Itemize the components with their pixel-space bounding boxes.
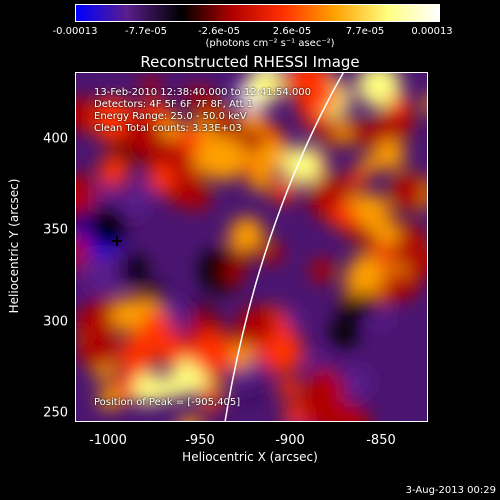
emission-blob [281, 145, 322, 185]
emission-blob [344, 259, 387, 302]
y-tick-label: 300 [43, 314, 68, 330]
plot-title: Reconstructed RHESSI Image [140, 53, 360, 71]
solar-limb-line [224, 73, 345, 421]
colorbar-units: (photons cm⁻² s⁻¹ asec⁻²) [205, 38, 335, 49]
x-axis-title: Heliocentric X (arcsec) [182, 450, 318, 464]
emission-blob [390, 94, 411, 115]
x-tick-label: -950 [185, 433, 215, 448]
y-tick-label: 250 [43, 405, 68, 421]
x-tick-label: -850 [366, 433, 396, 448]
emission-blob [261, 331, 304, 374]
emission-blob [356, 73, 401, 108]
emission-blob [372, 244, 392, 264]
clean-counts-text: Clean Total counts: 3.33E+03 [94, 123, 242, 134]
y-tick-label: 350 [43, 222, 68, 238]
image-canvas [76, 73, 427, 421]
y-tick-label: 400 [43, 131, 68, 147]
emission-blob [329, 202, 357, 231]
emission-blob [122, 114, 163, 156]
emission-blob [76, 97, 97, 132]
emission-blob [306, 351, 325, 371]
colorbar-tick-label: -0.00013 [52, 26, 98, 37]
colorbar-tick-label: -7.7e-05 [125, 26, 167, 37]
emission-blob [424, 96, 427, 111]
emission-blob [379, 276, 402, 298]
x-tick-label: -900 [275, 433, 305, 448]
peak-position-text: Position of Peak = [-905,405] [94, 397, 241, 408]
emission-blob [177, 127, 203, 153]
emission-blob [110, 297, 146, 332]
emission-blob [190, 310, 208, 328]
emission-blob [259, 241, 283, 265]
emission-blob [141, 75, 160, 95]
emission-blob [239, 127, 265, 153]
emission-blob [201, 135, 246, 181]
emission-blob [132, 371, 166, 405]
emission-blob [147, 163, 176, 192]
emission-blob [300, 396, 338, 421]
emission-blob [374, 220, 401, 246]
x-tick-label: -1000 [89, 433, 127, 448]
emission-blob [347, 222, 368, 243]
emission-blob [96, 120, 116, 140]
emission-blob [185, 85, 206, 106]
emission-blob [118, 254, 148, 284]
emission-blob [278, 377, 301, 400]
emission-blob [98, 386, 122, 410]
emission-blob [229, 217, 265, 252]
colorbar-tick-label: 0.00013 [411, 26, 453, 37]
emission-blob [282, 404, 305, 421]
energy-range-text: Energy Range: 25.0 - 50.0 keV [94, 111, 247, 122]
colorbar-tick-label: -2.6e-05 [198, 26, 240, 37]
emission-blobs [76, 73, 427, 421]
emission-blob [98, 155, 129, 187]
time-range-text: 13-Feb-2010 12:38:40.000 to 12:41:54.000 [94, 87, 312, 98]
emission-blob [374, 139, 406, 171]
emission-blob [329, 318, 359, 348]
emission-blob [389, 172, 427, 211]
peak-marker [112, 236, 122, 246]
emission-blob [80, 248, 125, 293]
emission-blob [347, 121, 372, 145]
emission-blob [347, 169, 367, 189]
emission-blob [370, 308, 392, 330]
emission-blob [310, 258, 335, 283]
emission-blob [76, 174, 97, 214]
emission-blob [76, 303, 117, 345]
emission-blob [168, 177, 198, 208]
emission-blob [247, 73, 284, 103]
rhessi-image [75, 72, 428, 422]
emission-blob [310, 370, 345, 405]
emission-blob [191, 331, 234, 375]
detectors-text: Detectors: 4F 5F 6F 7F 8F, Att 1 [94, 99, 254, 110]
emission-blob [202, 396, 220, 414]
emission-blob [210, 111, 244, 144]
generated-date: 3-Aug-2013 00:29 [405, 485, 496, 496]
emission-blob [359, 154, 379, 174]
colorbar-tick-label: 7.7e-05 [345, 26, 385, 37]
emission-blob [128, 180, 156, 207]
emission-blob [223, 262, 244, 283]
emission-blob [284, 73, 320, 99]
emission-blob [322, 87, 341, 107]
colorbar-tick-label: 2.6e-05 [272, 26, 312, 37]
emission-blob [179, 415, 200, 421]
colorbar [75, 4, 440, 22]
emission-blob [285, 309, 307, 331]
emission-blob [117, 336, 156, 375]
y-axis-title: Heliocentric Y (arcsec) [7, 178, 21, 314]
emission-blob [355, 292, 378, 315]
